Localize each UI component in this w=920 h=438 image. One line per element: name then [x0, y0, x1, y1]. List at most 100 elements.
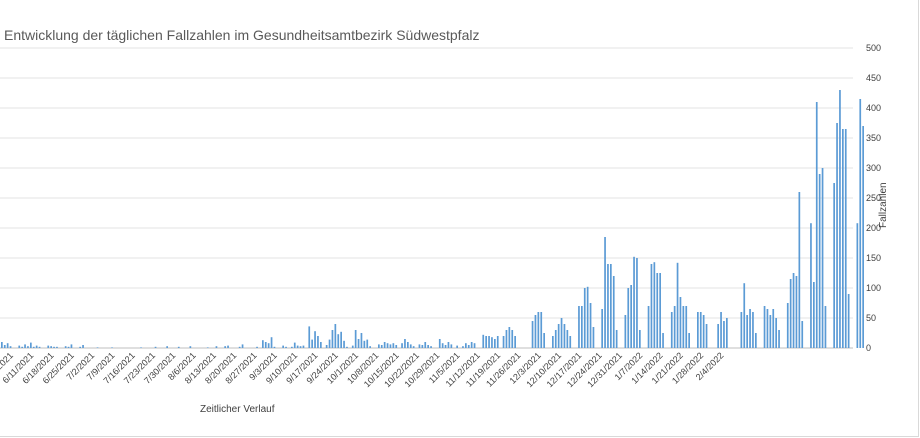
bar — [447, 342, 450, 348]
bar — [430, 346, 432, 348]
bar — [531, 321, 534, 348]
y-tick-label: 500 — [866, 43, 881, 53]
bar — [311, 339, 313, 348]
bar — [795, 276, 798, 348]
bar — [70, 344, 73, 348]
y-tick-label: 400 — [866, 103, 881, 113]
bar — [589, 303, 592, 348]
bar — [836, 123, 838, 348]
bar — [35, 345, 38, 348]
y-tick-label: 100 — [866, 283, 881, 293]
bar — [296, 345, 299, 348]
bar — [688, 333, 690, 348]
bar — [746, 315, 748, 348]
bar — [720, 312, 722, 348]
bar — [482, 334, 485, 348]
bar — [291, 346, 293, 348]
bar — [496, 336, 499, 348]
bar — [412, 346, 415, 348]
bar — [421, 345, 424, 348]
bar — [627, 288, 630, 348]
bar — [592, 327, 595, 348]
bar — [215, 346, 218, 348]
bar — [772, 309, 775, 348]
bar — [639, 330, 641, 348]
bar — [488, 336, 490, 348]
bar — [293, 342, 296, 348]
bar — [38, 346, 41, 348]
bar — [325, 345, 328, 348]
bar — [3, 345, 6, 348]
bar — [740, 312, 743, 348]
bar — [615, 330, 618, 348]
bar — [540, 312, 543, 348]
bar — [511, 330, 514, 348]
bar — [810, 223, 812, 348]
bar — [53, 346, 55, 348]
bar — [389, 344, 392, 348]
bar — [604, 237, 606, 348]
bar — [824, 306, 827, 348]
bar — [653, 262, 656, 348]
bar — [566, 330, 569, 348]
bar — [299, 346, 302, 348]
bar — [331, 330, 334, 348]
bar — [9, 346, 12, 348]
bar — [270, 337, 273, 348]
bar — [685, 306, 688, 348]
bar — [470, 342, 473, 348]
bar — [302, 345, 305, 348]
y-tick-label: 450 — [866, 73, 881, 83]
bar — [726, 318, 728, 348]
bar — [697, 312, 699, 348]
bar — [789, 279, 792, 348]
bar — [465, 343, 467, 348]
bar — [633, 256, 635, 348]
y-tick-label: 50 — [866, 313, 876, 323]
bar — [79, 346, 81, 348]
bar — [636, 258, 638, 348]
bar — [769, 315, 772, 348]
bar — [755, 333, 757, 348]
bar — [357, 339, 360, 348]
y-tick-label: 200 — [866, 223, 881, 233]
bar — [256, 346, 258, 348]
bar — [56, 346, 58, 348]
bar — [502, 336, 505, 348]
bar — [267, 343, 270, 348]
bar — [6, 343, 9, 348]
bar — [560, 318, 563, 348]
bar — [552, 336, 554, 348]
bar — [64, 346, 67, 348]
bar — [723, 321, 725, 348]
bar — [438, 339, 441, 348]
bar — [856, 223, 859, 348]
bar — [424, 342, 427, 348]
bar — [676, 262, 679, 348]
bar — [659, 273, 661, 348]
bar — [444, 345, 447, 348]
bar — [607, 264, 609, 348]
bar — [699, 312, 702, 348]
bar — [262, 340, 264, 348]
bar — [363, 340, 366, 348]
bar — [360, 333, 363, 348]
bar — [508, 327, 511, 348]
bar — [418, 344, 421, 348]
bar — [401, 343, 403, 348]
bar — [404, 339, 406, 348]
bar — [650, 264, 653, 348]
bar — [24, 344, 26, 348]
bar — [778, 330, 780, 348]
bar — [441, 343, 444, 348]
bar — [842, 129, 844, 348]
bar — [392, 343, 395, 348]
bar — [537, 312, 540, 348]
bar — [682, 306, 685, 348]
bar — [409, 344, 412, 348]
bar — [206, 347, 209, 348]
bar — [813, 282, 815, 348]
bar — [583, 288, 586, 348]
y-tick-label: 350 — [866, 133, 881, 143]
